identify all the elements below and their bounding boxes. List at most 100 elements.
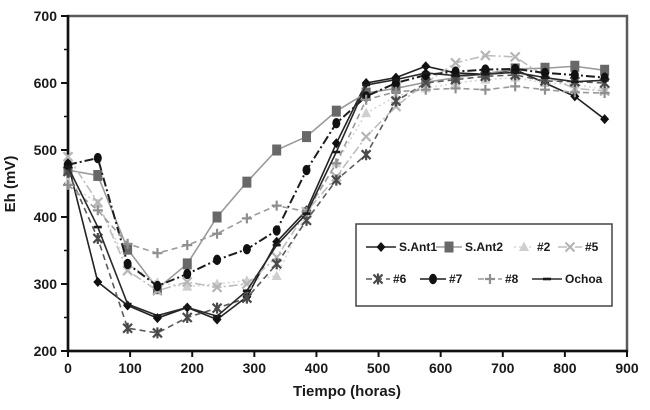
x-tick-label: 500	[367, 360, 391, 376]
marker-diamond	[376, 242, 386, 252]
marker-circle	[242, 243, 251, 255]
legend-label: Ochoa	[565, 272, 603, 286]
marker-star	[181, 312, 193, 323]
marker-plus	[182, 240, 193, 251]
marker-square	[600, 64, 610, 76]
marker-circle	[481, 64, 490, 75]
marker-circle	[272, 225, 281, 236]
series-markers-ochoa	[64, 70, 609, 318]
marker-plus	[122, 238, 133, 249]
legend-label: #2	[537, 240, 551, 254]
x-tick-label: 700	[491, 360, 515, 376]
marker-x	[181, 276, 193, 288]
legend-item-ochoa: Ochoa	[532, 272, 603, 286]
marker-star	[211, 302, 223, 314]
marker-star	[122, 322, 133, 334]
marker-triangle	[271, 270, 282, 280]
marker-x	[509, 51, 521, 63]
marker-circle	[153, 280, 162, 292]
marker-x	[211, 282, 223, 293]
legend-label: #7	[449, 272, 463, 286]
legend-item-s-ant1: S.Ant1	[366, 240, 437, 254]
y-tick-label: 700	[34, 8, 58, 24]
marker-plus	[420, 84, 431, 95]
legend-item-s-ant2: S.Ant2	[436, 240, 503, 254]
marker-square	[242, 176, 252, 188]
y-tick-label: 200	[34, 343, 58, 359]
marker-plus	[92, 205, 103, 216]
x-tick-label: 200	[181, 360, 205, 376]
y-axis-title: Eh (mV)	[2, 156, 19, 213]
marker-x	[360, 131, 372, 142]
marker-plus	[599, 88, 610, 99]
y-tick-label: 600	[34, 75, 58, 91]
x-tick-label: 0	[64, 360, 72, 376]
marker-triangle	[361, 107, 372, 118]
marker-circle	[332, 118, 341, 129]
x-tick-label: 300	[243, 360, 267, 376]
marker-star	[390, 95, 402, 107]
marker-plus	[540, 84, 551, 95]
marker-square	[272, 144, 282, 156]
marker-x	[92, 196, 104, 208]
marker-plus	[569, 87, 580, 98]
series-markers-8	[63, 81, 610, 259]
marker-x	[62, 151, 74, 162]
marker-square	[212, 211, 222, 223]
marker-star	[360, 149, 372, 161]
y-tick-label: 400	[34, 209, 58, 225]
marker-square	[93, 169, 103, 181]
plot-layer: 200 300 400 500 600 700 0 100 200 300 400 500 600 700…	[34, 8, 639, 376]
marker-plus	[390, 86, 401, 97]
y-tick-label: 300	[34, 276, 58, 292]
x-tick-label: 400	[305, 360, 329, 376]
marker-circle	[302, 164, 311, 176]
legend-item-7: #7	[420, 272, 463, 286]
marker-plus	[480, 84, 491, 95]
marker-circle	[451, 66, 460, 77]
marker-plus	[331, 158, 342, 169]
legend-item-8: #8	[478, 272, 519, 286]
marker-star	[271, 258, 282, 270]
marker-plus	[485, 274, 495, 284]
marker-x	[564, 241, 576, 253]
marker-plus	[241, 213, 252, 224]
marker-diamond	[93, 276, 103, 287]
marker-plus	[510, 81, 521, 92]
legend-label: #5	[585, 240, 599, 254]
x-tick-label: 600	[429, 360, 453, 376]
marker-square	[302, 131, 312, 143]
marker-plus	[301, 206, 312, 217]
marker-x	[450, 57, 461, 69]
legend-label: #8	[505, 272, 519, 286]
marker-star	[372, 273, 384, 285]
marker-triangle	[519, 241, 529, 251]
marker-circle	[421, 69, 430, 81]
marker-plus	[271, 200, 282, 211]
marker-circle	[93, 152, 102, 164]
marker-x	[122, 265, 133, 276]
marker-circle	[541, 67, 550, 79]
marker-square	[570, 60, 580, 72]
x-tick-label: 800	[553, 360, 577, 376]
y-tick-label: 500	[34, 142, 58, 158]
legend-item-2: #2	[514, 240, 551, 254]
marker-circle	[123, 258, 132, 270]
marker-diamond	[421, 61, 431, 72]
marker-plus	[63, 179, 73, 190]
marker-plus	[450, 83, 461, 94]
x-axis-title: Tiempo (horas)	[293, 383, 401, 400]
marker-star	[241, 292, 253, 304]
marker-circle	[183, 268, 192, 280]
legend-label: S.Ant2	[465, 240, 503, 254]
marker-plus	[152, 248, 163, 259]
marker-circle	[570, 69, 579, 81]
legend-label: #6	[393, 272, 407, 286]
marker-triangle	[182, 281, 193, 291]
marker-plus	[212, 228, 223, 239]
x-tick-label: 100	[118, 360, 142, 376]
legend-item-6: #6	[366, 272, 407, 286]
legend-label: S.Ant1	[399, 240, 437, 254]
